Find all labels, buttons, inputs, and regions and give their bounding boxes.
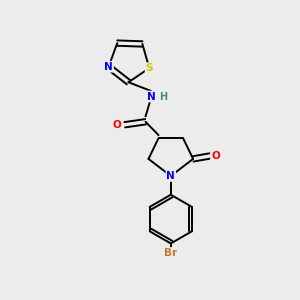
Text: Br: Br <box>164 248 177 258</box>
Text: H: H <box>159 92 167 101</box>
Text: N: N <box>104 62 113 72</box>
Text: O: O <box>113 120 122 130</box>
Text: O: O <box>211 151 220 161</box>
Text: N: N <box>167 171 175 181</box>
Text: N: N <box>147 92 156 101</box>
Text: S: S <box>146 63 153 73</box>
